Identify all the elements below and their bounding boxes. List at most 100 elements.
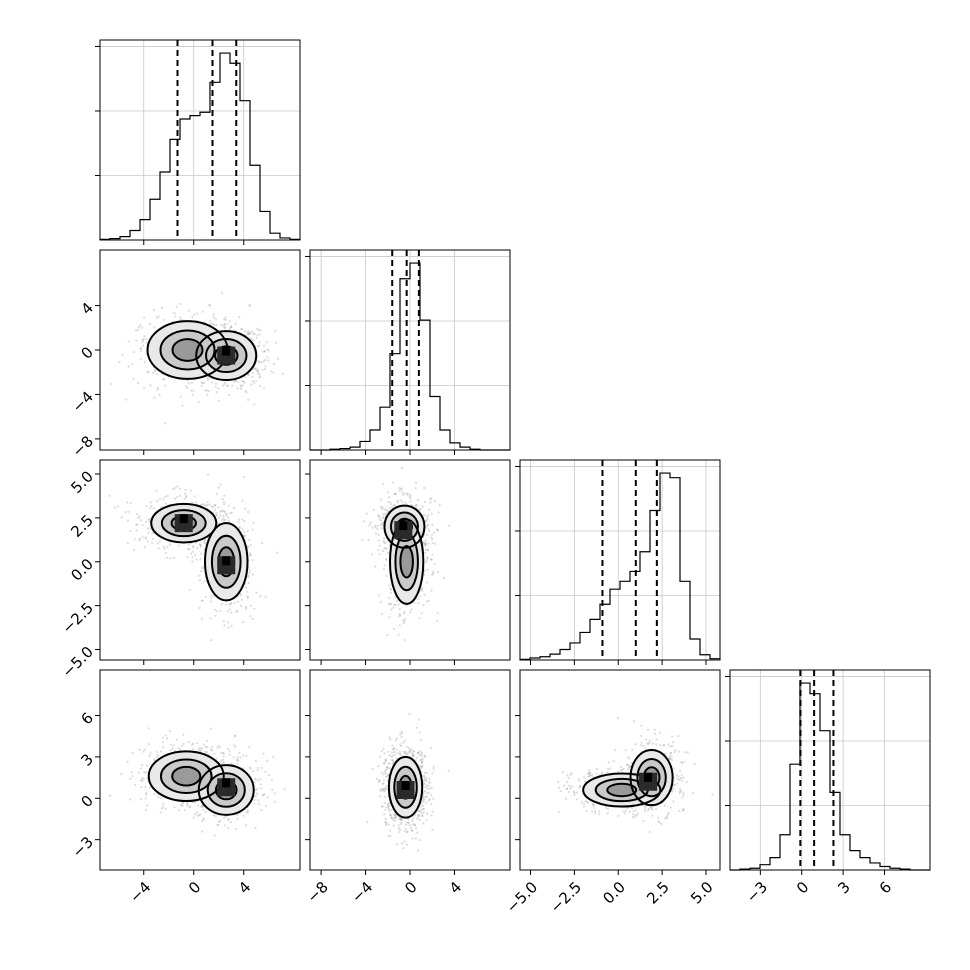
scatter-point — [428, 782, 431, 785]
scatter-point — [431, 538, 434, 541]
scatter-point — [442, 576, 445, 579]
scatter-point — [427, 784, 430, 788]
scatter-point — [223, 519, 226, 522]
scatter-point — [246, 332, 249, 335]
scatter-point — [385, 784, 388, 787]
scatter-point — [146, 527, 149, 530]
scatter-point — [220, 291, 224, 294]
scatter-point — [650, 806, 654, 809]
scatter-point — [249, 604, 252, 607]
scatter-point — [233, 380, 236, 383]
scatter-point — [183, 809, 186, 812]
scatter-point — [382, 483, 385, 486]
scatter-point — [395, 843, 398, 846]
scatter-point — [199, 544, 202, 547]
scatter-point — [186, 805, 189, 808]
scatter-point — [259, 595, 262, 598]
scatter-point — [389, 603, 392, 606]
scatter-point — [422, 804, 425, 807]
scatter-point — [256, 769, 259, 772]
scatter-point — [380, 519, 383, 522]
scatter-point — [258, 384, 262, 388]
scatter-point — [204, 542, 207, 545]
scatter-point — [233, 744, 236, 747]
scatter-point — [224, 815, 227, 818]
scatter-point — [233, 735, 237, 738]
scatter-point — [682, 794, 685, 797]
scatter-point — [189, 805, 192, 808]
scatter-point — [427, 514, 430, 517]
scatter-point — [178, 316, 182, 319]
scatter-point — [241, 528, 244, 531]
scatter-point — [146, 804, 149, 807]
scatter-point — [195, 558, 198, 561]
scatter-point — [404, 492, 407, 495]
scatter-point — [139, 519, 142, 522]
scatter-point — [213, 504, 216, 507]
scatter-point — [227, 818, 230, 821]
panel-content — [557, 717, 714, 833]
scatter-point — [251, 617, 254, 621]
scatter-point — [178, 747, 181, 750]
scatter-point — [419, 839, 422, 842]
scatter-point — [236, 758, 239, 761]
scatter-point — [187, 309, 190, 312]
scatter-point — [228, 319, 231, 323]
scatter-point — [131, 751, 134, 754]
scatter-point — [398, 615, 401, 618]
scatter-point — [383, 752, 386, 755]
scatter-point — [711, 793, 714, 796]
scatter-point — [426, 516, 429, 519]
scatter-point — [407, 821, 410, 824]
scatter-point — [192, 816, 195, 819]
scatter-point — [214, 614, 217, 617]
scatter-point — [392, 748, 395, 751]
scatter-point — [164, 422, 167, 425]
scatter-point — [404, 617, 407, 621]
scatter-point — [126, 541, 129, 545]
scatter-point — [413, 504, 417, 507]
scatter-point — [151, 537, 155, 541]
scatter-point — [401, 487, 404, 490]
scatter-point — [432, 572, 435, 575]
scatter-point — [219, 483, 222, 486]
scatter-point — [207, 378, 210, 382]
scatter-point — [147, 518, 150, 521]
scatter-point — [127, 510, 130, 513]
scatter-point — [204, 811, 207, 814]
scatter-point — [385, 558, 388, 562]
scatter-point — [155, 755, 159, 758]
scatter-point — [191, 550, 195, 553]
scatter-point — [410, 608, 413, 611]
panel-content — [366, 712, 450, 852]
scatter-point — [386, 773, 390, 776]
scatter-point — [255, 792, 259, 795]
histogram-panel-3 — [725, 669, 931, 875]
scatter-point — [408, 611, 412, 614]
contour-line — [195, 330, 258, 381]
scatter-point — [153, 793, 156, 796]
scatter-point — [152, 507, 156, 510]
scatter-point — [430, 558, 433, 562]
scatter-point — [206, 473, 210, 476]
scatter-point — [399, 828, 402, 831]
scatter-point — [382, 513, 385, 516]
scatter-point — [575, 798, 579, 801]
scatter-point — [413, 814, 417, 817]
scatter-point — [383, 512, 386, 515]
scatter-point — [387, 805, 390, 808]
scatter-point — [403, 830, 406, 833]
contour-line — [214, 345, 239, 366]
scatter-point — [400, 821, 403, 824]
scatter-point — [393, 816, 397, 819]
scatter-point — [254, 777, 257, 781]
scatter-point — [162, 746, 165, 749]
scatter-point — [380, 527, 383, 530]
scatter-point — [395, 748, 398, 751]
scatter-point — [382, 540, 385, 543]
scatter-point — [419, 750, 422, 753]
scatter-point — [426, 557, 429, 560]
scatter-point — [196, 546, 199, 550]
scatter-point — [419, 738, 422, 741]
scatter-point — [216, 746, 219, 749]
